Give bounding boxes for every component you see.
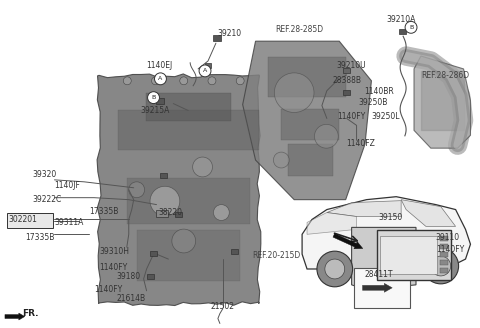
Bar (160, 174, 167, 178)
Polygon shape (414, 56, 470, 148)
Circle shape (405, 21, 417, 33)
Text: 39320: 39320 (33, 170, 57, 179)
Circle shape (208, 77, 216, 85)
Bar (146, 93, 231, 121)
Bar (118, 110, 259, 150)
Text: A: A (203, 69, 207, 73)
FancyBboxPatch shape (7, 213, 53, 228)
Bar (440, 244, 448, 249)
Text: 39210U: 39210U (337, 61, 366, 71)
Polygon shape (97, 74, 261, 305)
Bar (213, 35, 221, 41)
Bar (440, 252, 448, 257)
Polygon shape (307, 213, 357, 234)
Text: 17335B: 17335B (89, 207, 119, 216)
Text: 39210: 39210 (218, 29, 242, 38)
Text: 1140JF: 1140JF (54, 181, 80, 190)
FancyBboxPatch shape (354, 268, 410, 308)
Text: REF.28-286D: REF.28-286D (421, 72, 469, 80)
Text: 39180: 39180 (117, 273, 141, 281)
Circle shape (431, 256, 451, 276)
Circle shape (152, 77, 159, 85)
Circle shape (317, 251, 353, 287)
Polygon shape (327, 201, 401, 216)
Bar (343, 69, 350, 73)
Text: A: A (158, 76, 163, 81)
Text: 1140FY: 1140FY (94, 285, 122, 294)
Bar (175, 212, 182, 217)
Bar (281, 109, 339, 140)
Text: B: B (151, 95, 156, 100)
Bar (150, 251, 157, 256)
Circle shape (129, 182, 144, 198)
Circle shape (325, 259, 345, 279)
FancyBboxPatch shape (377, 230, 451, 280)
Text: 39250B: 39250B (359, 98, 388, 107)
Circle shape (214, 205, 229, 220)
Text: 1140FY: 1140FY (99, 262, 127, 272)
Circle shape (236, 77, 244, 85)
Polygon shape (302, 197, 470, 269)
Text: 21502: 21502 (211, 302, 235, 311)
Text: 39210A: 39210A (386, 15, 416, 24)
Bar (156, 98, 165, 104)
Text: 1140FY: 1140FY (436, 245, 464, 254)
Circle shape (123, 77, 131, 85)
FancyArrow shape (333, 234, 363, 249)
Polygon shape (243, 41, 372, 200)
Circle shape (274, 152, 289, 168)
Text: 1140FY: 1140FY (337, 112, 365, 121)
Bar (268, 57, 346, 97)
Text: 39222C: 39222C (33, 195, 62, 204)
Text: 1140EJ: 1140EJ (146, 61, 173, 71)
Text: 1140BR: 1140BR (364, 87, 394, 96)
Bar (380, 236, 437, 274)
Bar (127, 178, 250, 224)
Bar (147, 275, 154, 279)
Text: 21614B: 21614B (117, 294, 146, 303)
Text: FR.: FR. (22, 309, 38, 318)
Text: B: B (409, 25, 413, 30)
Bar (440, 268, 448, 273)
Bar (137, 230, 240, 281)
Text: 38220: 38220 (158, 208, 182, 217)
Circle shape (314, 124, 338, 148)
Bar (399, 29, 406, 34)
Text: 28388B: 28388B (333, 76, 362, 85)
Bar (156, 210, 168, 217)
Circle shape (155, 73, 167, 85)
Circle shape (275, 73, 314, 113)
Text: 39215A: 39215A (141, 106, 170, 115)
Polygon shape (401, 200, 456, 226)
Polygon shape (421, 71, 464, 130)
Text: 39311A: 39311A (54, 218, 84, 227)
Circle shape (199, 65, 211, 77)
Text: 39150: 39150 (378, 213, 403, 222)
Circle shape (172, 229, 196, 253)
Text: 28411T: 28411T (364, 270, 393, 279)
Bar (343, 90, 350, 95)
Bar (440, 260, 448, 265)
Text: 39250L: 39250L (372, 112, 400, 121)
Circle shape (147, 92, 159, 104)
FancyArrow shape (5, 313, 25, 320)
FancyArrow shape (362, 283, 392, 292)
Circle shape (150, 186, 180, 216)
Bar (231, 249, 238, 254)
Polygon shape (352, 227, 416, 290)
Bar (288, 144, 333, 176)
Text: 17335B: 17335B (25, 233, 54, 242)
Text: 1140FZ: 1140FZ (347, 139, 375, 148)
Circle shape (180, 77, 188, 85)
Circle shape (423, 248, 458, 284)
Text: REF.28-285D: REF.28-285D (276, 25, 324, 34)
Text: REF.20-215D: REF.20-215D (252, 251, 301, 260)
Text: 302201: 302201 (8, 215, 37, 224)
Bar (440, 236, 448, 241)
Bar (204, 63, 212, 69)
Text: 39310H: 39310H (99, 247, 129, 256)
Circle shape (192, 157, 213, 177)
Text: 39110: 39110 (436, 233, 460, 242)
